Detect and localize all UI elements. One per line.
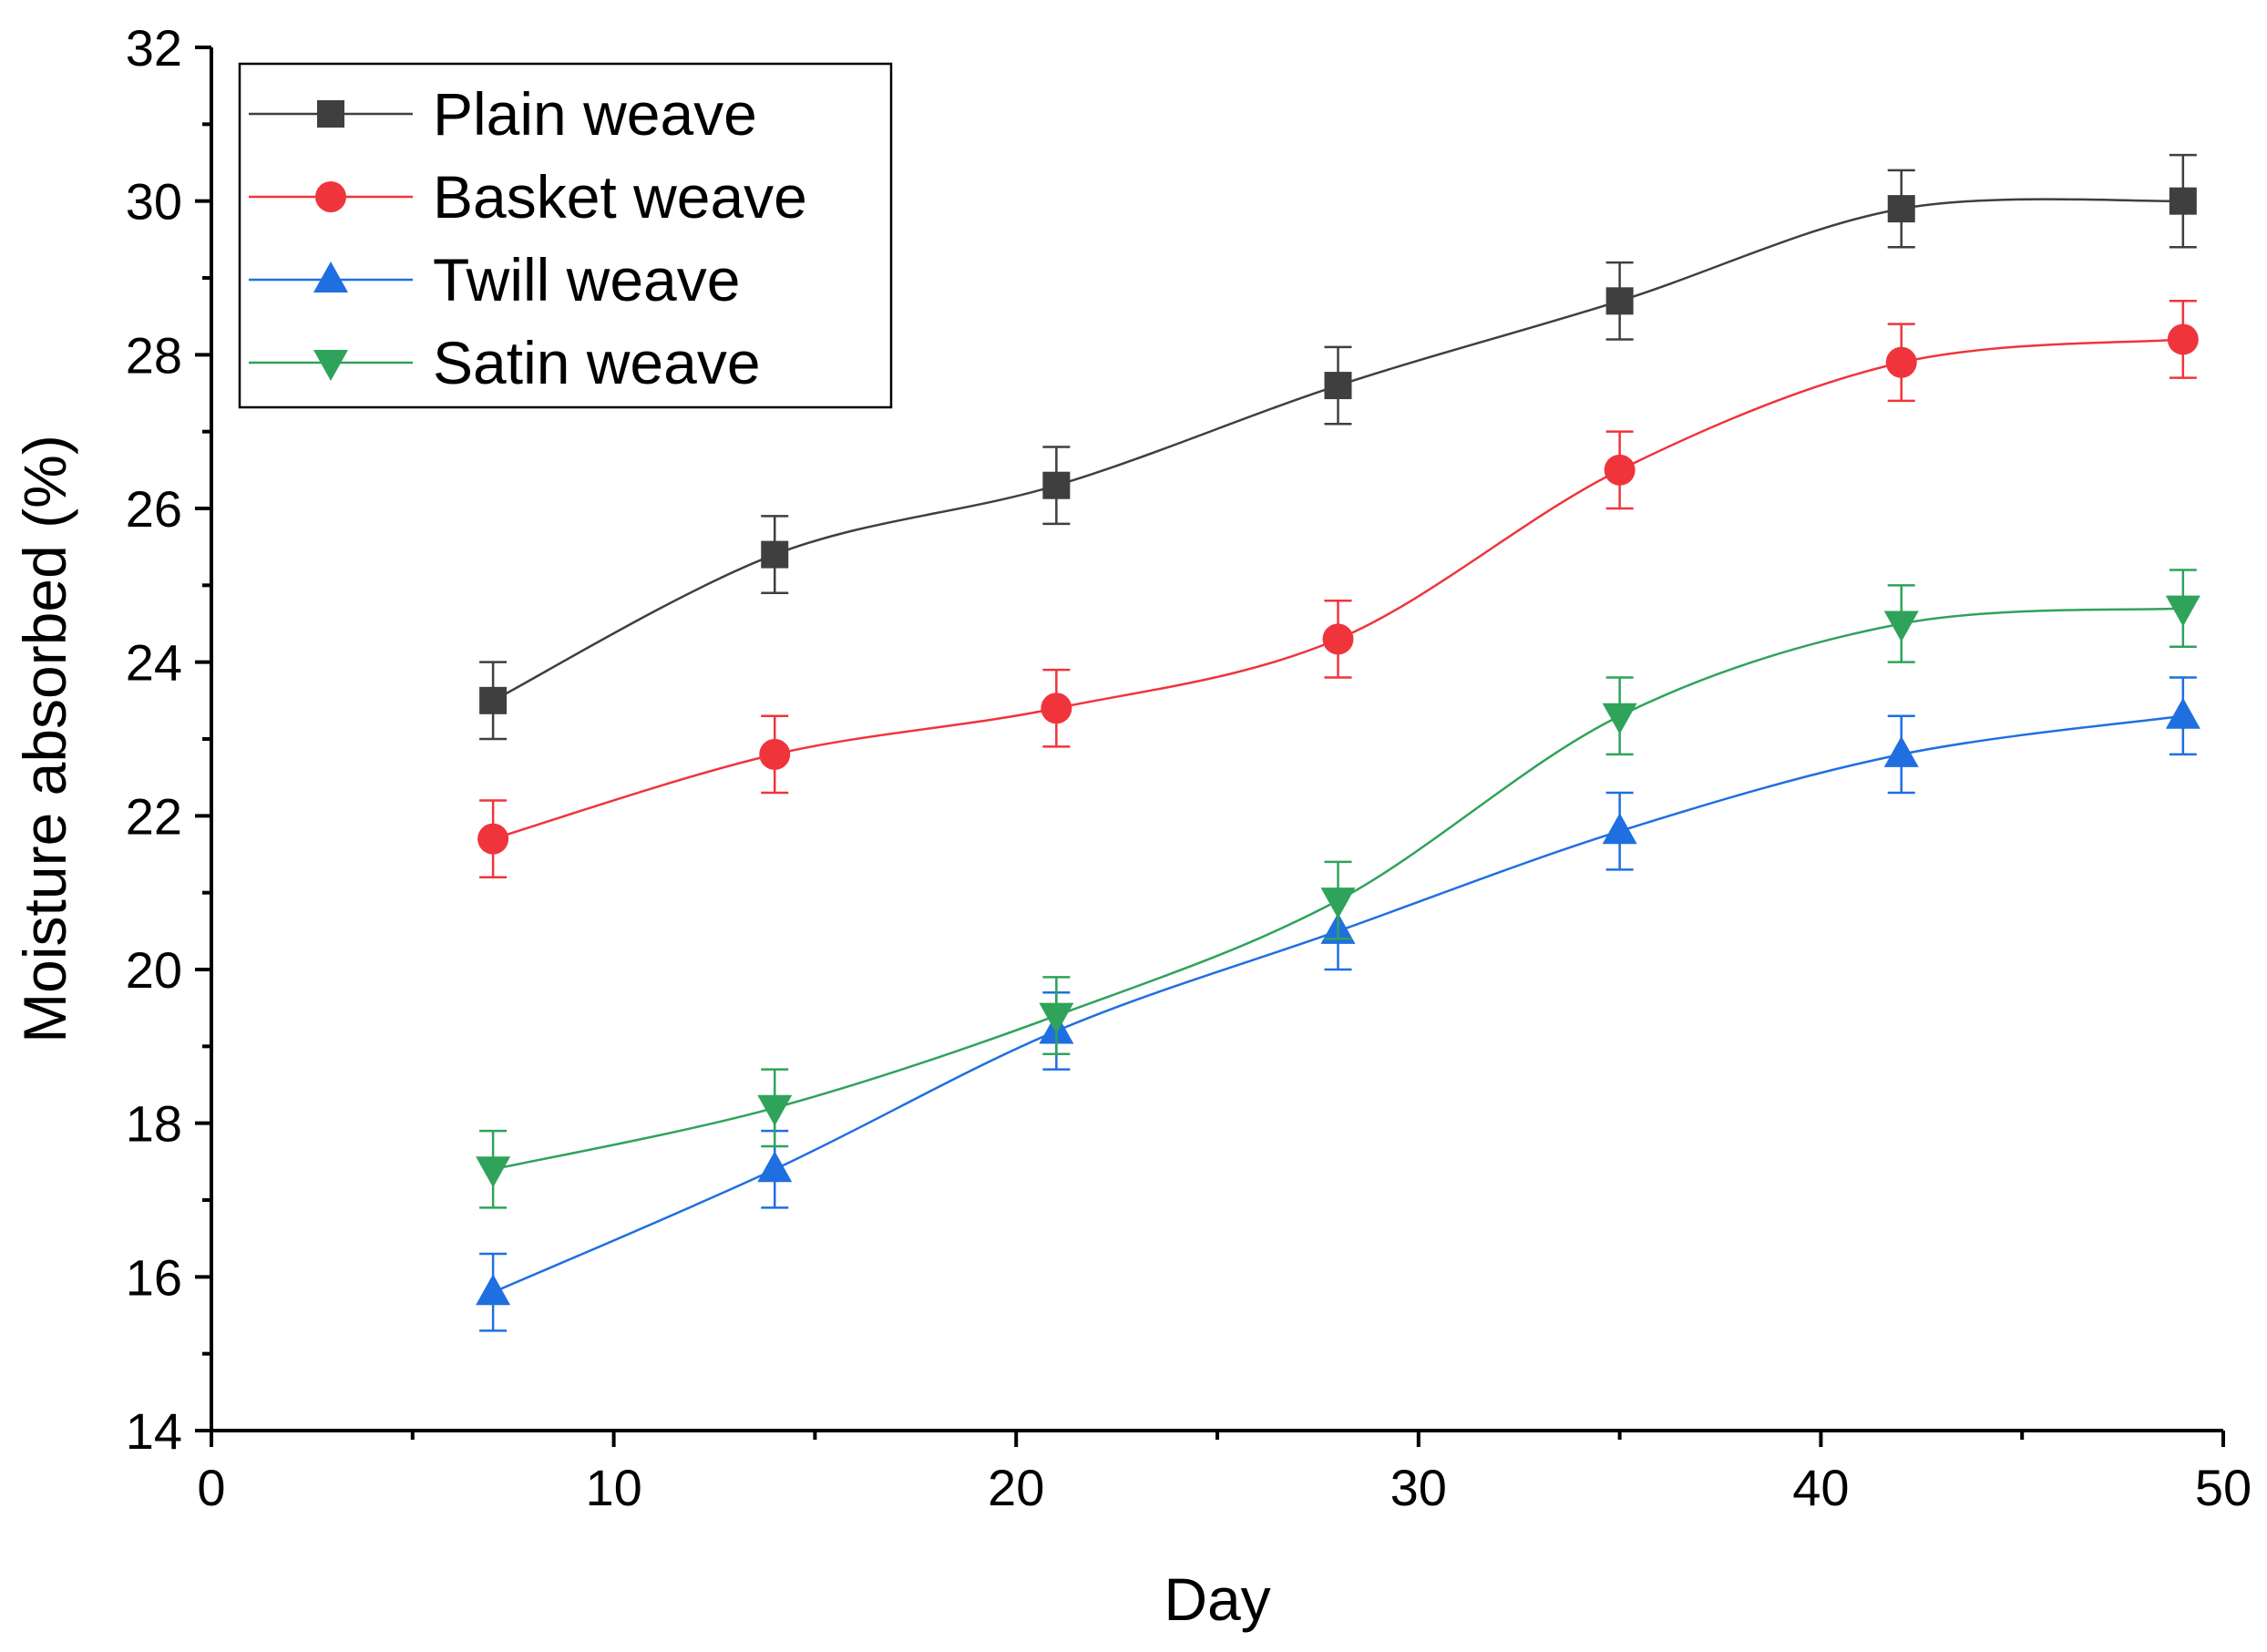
y-axis-title: Moisture absorbed (%) bbox=[11, 435, 78, 1043]
data-point-satin-weave bbox=[757, 1094, 793, 1126]
y-tick-label: 14 bbox=[126, 1402, 182, 1460]
data-point-basket-weave bbox=[1041, 693, 1072, 724]
data-point-satin-weave bbox=[1320, 888, 1356, 919]
data-point-twill-weave bbox=[757, 1151, 793, 1183]
data-point-basket-weave bbox=[1604, 454, 1636, 486]
data-point-plain-weave bbox=[2169, 187, 2197, 215]
data-point-satin-weave bbox=[1039, 1002, 1074, 1034]
data-point-satin-weave bbox=[1602, 703, 1637, 734]
data-point-plain-weave bbox=[1605, 287, 1634, 315]
series-basket-weave bbox=[477, 300, 2199, 879]
legend-item-twill-weave: Twill weave bbox=[249, 246, 740, 313]
data-point-basket-weave bbox=[2167, 323, 2199, 355]
data-point-basket-weave bbox=[1885, 346, 1917, 378]
legend-item-plain-weave: Plain weave bbox=[249, 80, 757, 148]
data-point-satin-weave bbox=[1883, 611, 1919, 642]
legend-label: Twill weave bbox=[433, 246, 740, 313]
x-tick-label: 30 bbox=[1390, 1459, 1447, 1516]
axes-layer: 0 10 20 30 40 50 14 16 18 20 22 24 26 28 30 32 bbox=[126, 19, 2252, 1516]
series-plain-weave bbox=[479, 153, 2197, 741]
x-tick-label: 50 bbox=[2195, 1459, 2252, 1516]
data-point-basket-weave bbox=[759, 738, 791, 770]
x-tick-label: 20 bbox=[988, 1459, 1044, 1516]
data-point-plain-weave bbox=[1324, 372, 1352, 400]
y-tick-label: 20 bbox=[126, 941, 182, 999]
legend-marker bbox=[313, 262, 348, 292]
y-tick-label: 30 bbox=[126, 173, 182, 231]
legend: Plain weave Basket weave Twill weave Satin … bbox=[238, 62, 893, 409]
data-point-twill-weave bbox=[1602, 813, 1637, 845]
data-point-plain-weave bbox=[761, 540, 789, 569]
legend-marker bbox=[313, 350, 348, 381]
x-tick-label: 10 bbox=[585, 1459, 641, 1516]
data-point-basket-weave bbox=[1322, 623, 1354, 655]
data-point-twill-weave bbox=[476, 1274, 511, 1306]
legend-label: Basket weave bbox=[433, 163, 807, 231]
data-point-satin-weave bbox=[2165, 595, 2200, 627]
series-satin-weave bbox=[476, 569, 2200, 1209]
series-layer bbox=[476, 153, 2200, 1332]
data-point-plain-weave bbox=[1042, 471, 1071, 499]
x-tick-label: 0 bbox=[197, 1459, 225, 1516]
data-point-basket-weave bbox=[477, 823, 509, 855]
legend-marker bbox=[315, 181, 346, 212]
y-tick-label: 28 bbox=[126, 326, 182, 384]
legend-box bbox=[238, 62, 893, 409]
data-point-plain-weave bbox=[1887, 195, 1915, 223]
x-axis-title: Day bbox=[1164, 1565, 1270, 1633]
legend-item-satin-weave: Satin weave bbox=[249, 329, 761, 396]
legend-label: Satin weave bbox=[433, 329, 761, 396]
legend-item-basket-weave: Basket weave bbox=[249, 163, 807, 231]
y-tick-label: 18 bbox=[126, 1095, 182, 1153]
y-tick-label: 16 bbox=[126, 1248, 182, 1306]
y-tick-label: 26 bbox=[126, 480, 182, 538]
data-point-twill-weave bbox=[1883, 735, 1919, 767]
x-tick-label: 40 bbox=[1792, 1459, 1849, 1516]
y-tick-label: 24 bbox=[126, 634, 182, 692]
series-line-twill-weave bbox=[492, 714, 2184, 1294]
y-tick-label: 22 bbox=[126, 787, 182, 845]
data-point-plain-weave bbox=[479, 686, 508, 714]
legend-marker bbox=[317, 100, 344, 128]
data-point-satin-weave bbox=[476, 1156, 511, 1188]
legend-label: Plain weave bbox=[433, 80, 757, 148]
y-tick-label: 32 bbox=[126, 19, 182, 77]
data-point-twill-weave bbox=[2165, 697, 2200, 729]
series-twill-weave bbox=[476, 676, 2200, 1332]
